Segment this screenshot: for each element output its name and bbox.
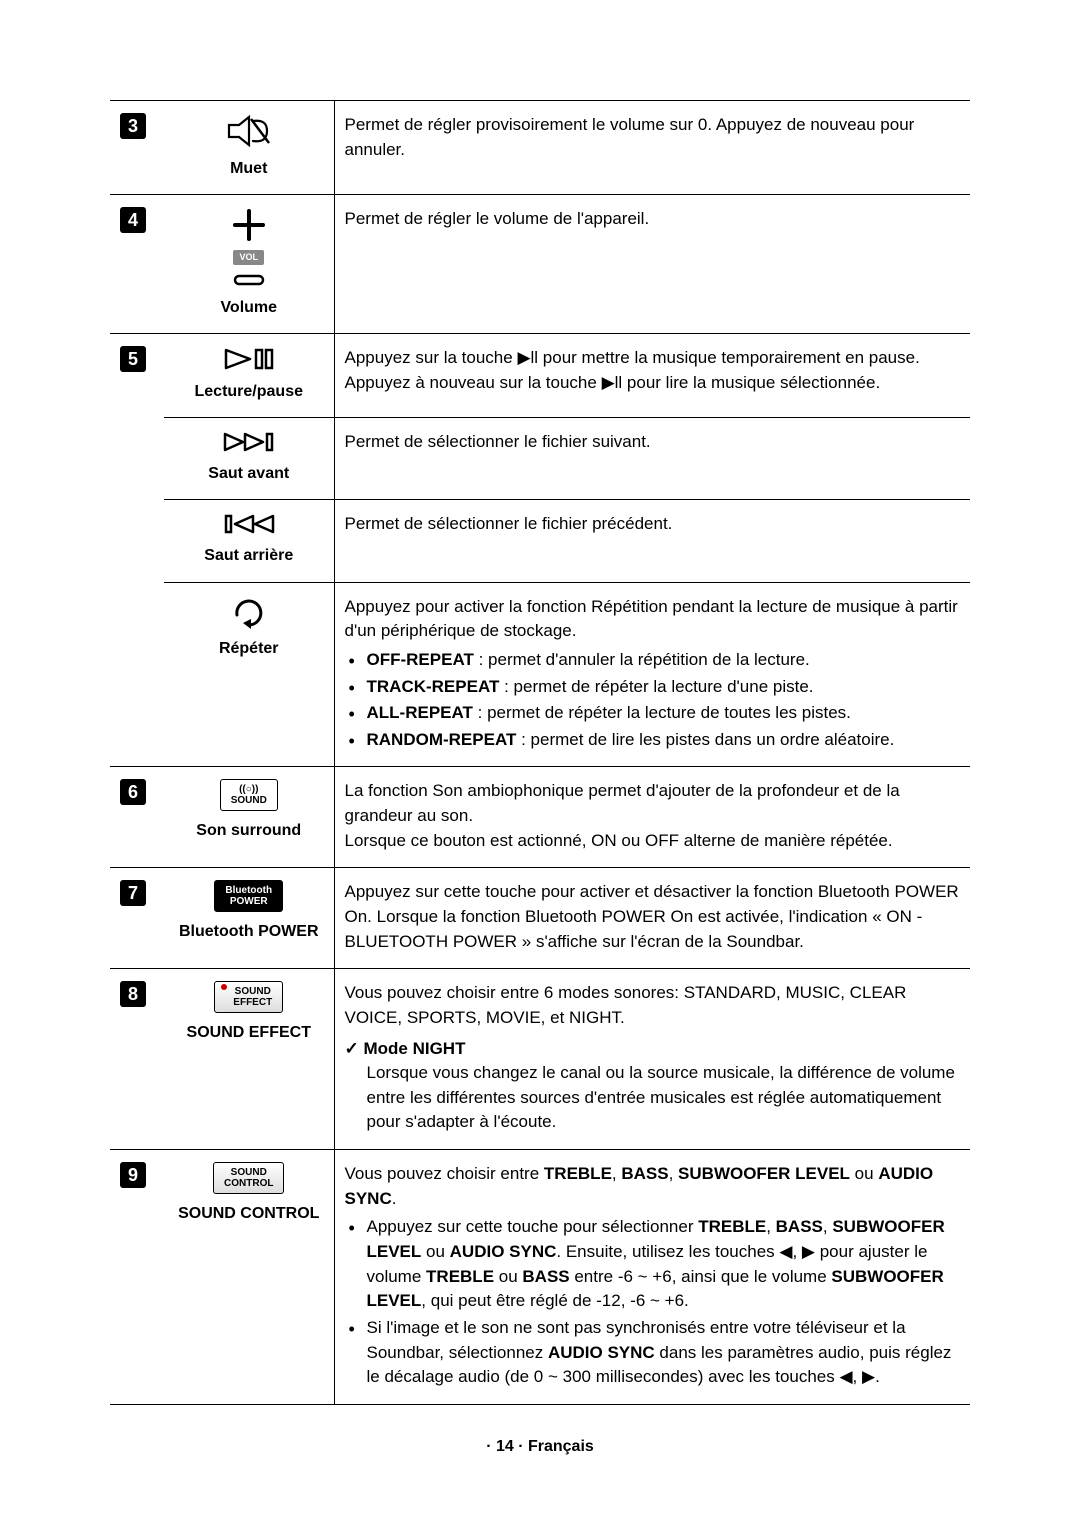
row-surround: 6 ((○))SOUND Son surround La fonction So… — [110, 767, 970, 868]
list-item: OFF-REPEAT : permet d'annuler la répétit… — [349, 648, 961, 673]
vol-badge: VOL — [233, 250, 264, 265]
surround-button-icon: ((○))SOUND — [220, 779, 278, 811]
skip-forward-icon — [221, 430, 277, 454]
surround-label: Son surround — [174, 819, 324, 842]
sound-control-button-icon: SOUNDCONTROL — [213, 1162, 284, 1194]
sound-effect-label: SOUND EFFECT — [174, 1021, 324, 1044]
sound-control-label: SOUND CONTROL — [174, 1202, 324, 1225]
surround-desc-2: Lorsque ce bouton est actionné, ON ou OF… — [345, 829, 961, 854]
list-item: Si l'image et le son ne sont pas synchro… — [349, 1316, 961, 1390]
mute-icon — [227, 113, 271, 149]
row-number: 7 — [120, 880, 146, 906]
row-skip-forward: Saut avant Permet de sélectionner le fic… — [110, 418, 970, 500]
row-volume: 4 VOL Volume Permet de régler le volume … — [110, 195, 970, 334]
sound-control-intro: Vous pouvez choisir entre TREBLE, BASS, … — [345, 1162, 961, 1211]
bluetooth-power-label: Bluetooth POWER — [174, 920, 324, 943]
skip-back-label: Saut arrière — [174, 544, 324, 567]
list-item: RANDOM-REPEAT : permet de lire les piste… — [349, 728, 961, 753]
row-skip-back: Saut arrière Permet de sélectionner le f… — [110, 500, 970, 582]
row-number: 8 — [120, 981, 146, 1007]
skip-back-icon — [221, 512, 277, 536]
bluetooth-power-button-icon: BluetoothPOWER — [214, 880, 283, 912]
surround-desc-1: La fonction Son ambiophonique permet d'a… — [345, 779, 961, 828]
remote-functions-table: 3 Muet Permet de régler provisoirement l… — [110, 100, 970, 1405]
volume-minus-icon — [229, 272, 269, 288]
mute-label: Muet — [174, 157, 324, 180]
mode-night-heading: Mode NIGHT — [345, 1037, 961, 1062]
play-pause-desc-1: Appuyez sur la touche ▶ll pour mettre la… — [345, 346, 961, 371]
row-number: 4 — [120, 207, 146, 233]
row-play-pause: 5 Lecture/pause Appuyez sur la touche ▶l… — [110, 334, 970, 418]
row-number: 5 — [120, 346, 146, 372]
skip-forward-label: Saut avant — [174, 462, 324, 485]
bluetooth-power-desc: Appuyez sur cette touche pour activer et… — [334, 868, 970, 969]
volume-plus-icon — [229, 207, 269, 243]
repeat-desc: Appuyez pour activer la fonction Répétit… — [345, 595, 961, 644]
list-item: Appuyez sur cette touche pour sélectionn… — [349, 1215, 961, 1314]
mode-night-desc: Lorsque vous changez le canal ou la sour… — [345, 1061, 961, 1135]
mute-desc: Permet de régler provisoirement le volum… — [334, 101, 970, 195]
row-number: 6 — [120, 779, 146, 805]
row-repeat: Répéter Appuyez pour activer la fonction… — [110, 582, 970, 767]
repeat-label: Répéter — [174, 637, 324, 660]
page-footer: · 14 · Français — [110, 1435, 970, 1458]
list-item: TRACK-REPEAT : permet de répéter la lect… — [349, 675, 961, 700]
skip-back-desc: Permet de sélectionner le fichier précéd… — [334, 500, 970, 582]
list-item: ALL-REPEAT : permet de répéter la lectur… — [349, 701, 961, 726]
sound-effect-button-icon: SOUNDEFFECT — [214, 981, 283, 1013]
sound-effect-desc: Vous pouvez choisir entre 6 modes sonore… — [345, 981, 961, 1030]
row-sound-effect: 8 SOUNDEFFECT SOUND EFFECT Vous pouvez c… — [110, 969, 970, 1150]
row-number: 3 — [120, 113, 146, 139]
skip-forward-desc: Permet de sélectionner le fichier suivan… — [334, 418, 970, 500]
row-sound-control: 9 SOUNDCONTROL SOUND CONTROL Vous pouvez… — [110, 1150, 970, 1405]
repeat-modes-list: OFF-REPEAT : permet d'annuler la répétit… — [345, 648, 961, 753]
repeat-icon — [229, 595, 269, 629]
volume-desc: Permet de régler le volume de l'appareil… — [334, 195, 970, 334]
sound-control-list: Appuyez sur cette touche pour sélectionn… — [345, 1215, 961, 1389]
row-number: 9 — [120, 1162, 146, 1188]
row-bluetooth-power: 7 BluetoothPOWER Bluetooth POWER Appuyez… — [110, 868, 970, 969]
row-mute: 3 Muet Permet de régler provisoirement l… — [110, 101, 970, 195]
play-pause-icon — [222, 346, 276, 372]
volume-label: Volume — [174, 296, 324, 319]
play-pause-desc-2: Appuyez à nouveau sur la touche ▶ll pour… — [345, 371, 961, 396]
play-pause-label: Lecture/pause — [174, 380, 324, 403]
